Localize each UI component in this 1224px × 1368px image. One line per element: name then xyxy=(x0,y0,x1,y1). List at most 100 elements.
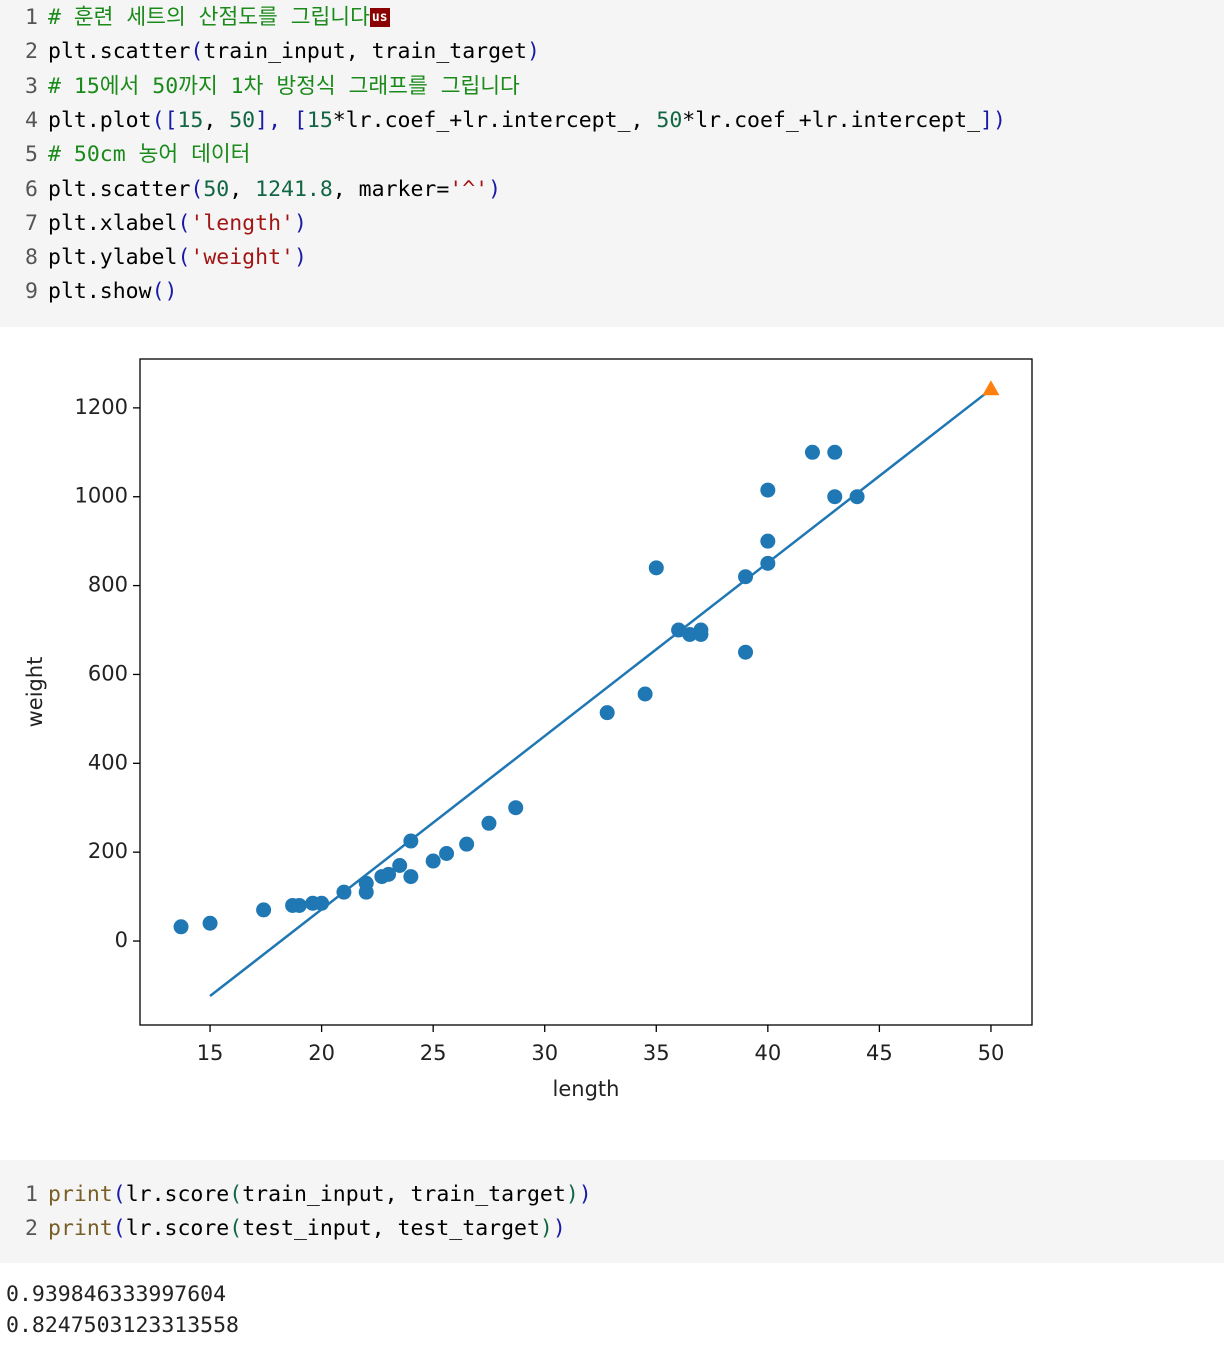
code-token: # 15에서 50까지 1차 방정식 그래프를 그립니다 xyxy=(48,73,520,99)
scatter-point xyxy=(425,853,441,869)
y-tick-label: 400 xyxy=(88,750,128,774)
code-token: ( xyxy=(190,39,204,65)
code-line: 9 plt.show() xyxy=(0,275,1224,309)
scatter-point xyxy=(291,897,307,913)
code-token: 'weight' xyxy=(190,245,294,271)
scatter-point xyxy=(439,846,455,862)
code-token: plt.plot xyxy=(48,107,152,133)
y-tick-label: 0 xyxy=(115,928,128,952)
code-token: plt.ylabel xyxy=(48,245,178,271)
code-token: , xyxy=(203,107,230,133)
triangle-point xyxy=(982,380,1000,396)
line-number: 9 xyxy=(25,279,38,305)
code-token: ) xyxy=(552,1216,566,1242)
code-token: ]) xyxy=(980,107,1006,133)
code-line: 1 print(lr.score(train_input, train_targe… xyxy=(0,1178,1224,1212)
scatter-point xyxy=(760,482,776,498)
code-line: 7 plt.xlabel('length') xyxy=(0,207,1224,241)
code-line: 2 plt.scatter(train_input, train_target) xyxy=(0,35,1224,69)
scatter-point xyxy=(256,902,272,918)
line-number: 4 xyxy=(25,107,38,133)
code-line: 4 plt.plot([15, 50], [15*lr.coef_+lr.inte… xyxy=(0,104,1224,138)
code-token: plt.xlabel xyxy=(48,210,178,236)
code-token: lr.score xyxy=(125,1216,230,1242)
code-token: ( xyxy=(177,210,191,236)
line-number: 5 xyxy=(25,142,38,168)
code-token: ( xyxy=(177,245,191,271)
code-token: ( xyxy=(229,1216,243,1242)
scatter-point xyxy=(738,644,754,660)
code-line: 6 plt.scatter(50, 1241.8, marker='^') xyxy=(0,173,1224,207)
code-token: ], [ xyxy=(255,107,307,133)
code-token: plt.scatter xyxy=(48,176,191,202)
x-tick-label: 15 xyxy=(197,1041,224,1065)
code-cell: 1 print(lr.score(train_input, train_targe… xyxy=(0,1160,1224,1263)
y-tick-label: 1000 xyxy=(75,484,128,508)
scatter-point xyxy=(827,444,843,460)
code-text: # 15에서 50까지 1차 방정식 그래프를 그립니다 xyxy=(48,70,520,104)
scatter-point xyxy=(381,866,397,882)
code-token: ( xyxy=(112,1216,126,1242)
line-number: 2 xyxy=(25,39,38,65)
code-token: test_input, test_target xyxy=(242,1216,540,1242)
code-token: print xyxy=(48,1216,113,1242)
code-token: ([ xyxy=(151,107,178,133)
code-token: train_input, train_target xyxy=(203,39,527,65)
code-token: , xyxy=(229,176,256,202)
output-text: 0.939846333997604 xyxy=(6,1282,227,1307)
scatter-point xyxy=(403,869,419,885)
x-tick-label: 50 xyxy=(978,1041,1005,1065)
code-text: print(lr.score(train_input, train_target… xyxy=(48,1178,592,1212)
code-text: plt.show() xyxy=(48,275,177,309)
code-token: # 50cm 농어 데이터 xyxy=(48,142,251,168)
code-token: ( xyxy=(229,1182,243,1207)
y-tick-label: 600 xyxy=(88,661,128,685)
code-token: () xyxy=(151,279,178,305)
scatter-point xyxy=(202,915,218,931)
code-text: # 50cm 농어 데이터 xyxy=(48,138,250,172)
line-number: 1 xyxy=(25,5,38,30)
code-text: plt.scatter(train_input, train_target) xyxy=(48,35,540,69)
x-tick-label: 45 xyxy=(866,1041,893,1065)
code-text: plt.ylabel('weight') xyxy=(48,241,307,275)
regression-line xyxy=(209,388,992,998)
y-tick-label: 200 xyxy=(88,839,128,863)
scatter-point xyxy=(648,560,664,576)
code-token: # 훈련 세트의 산점도를 그립니다 xyxy=(48,5,370,30)
code-token: '^' xyxy=(449,176,489,202)
x-axis-label: length xyxy=(553,1077,620,1101)
code-token: ) xyxy=(488,176,502,202)
code-token: 50 xyxy=(203,176,230,202)
scatter-point xyxy=(827,489,843,505)
code-token: ) xyxy=(293,210,307,236)
scatter-point xyxy=(804,444,820,460)
code-text: print(lr.score(test_input, test_target)) xyxy=(48,1212,566,1246)
code-text: plt.xlabel('length') xyxy=(48,207,307,241)
chart: 15 20 25 30 35 40 45 50 0 200 400 600 800 1000 1200 len… xyxy=(23,358,1033,1101)
code-text: plt.plot([15, 50], [15*lr.coef_+lr.inter… xyxy=(48,104,1006,138)
code-token: print xyxy=(48,1182,113,1207)
code-token: ) xyxy=(578,1182,592,1207)
code-token: 15 xyxy=(306,107,333,133)
line-number: 2 xyxy=(25,1216,38,1242)
code-token: , marker= xyxy=(332,176,450,202)
code-token: ( xyxy=(112,1182,126,1207)
scatter-point xyxy=(693,626,709,642)
code-token: ) xyxy=(526,39,540,65)
scatter-point xyxy=(738,569,754,585)
scatter-point xyxy=(358,884,374,900)
plot-frame xyxy=(139,358,1033,1026)
line-number: 1 xyxy=(25,1182,38,1207)
x-tick-label: 35 xyxy=(643,1041,670,1065)
y-tick-label: 800 xyxy=(88,573,128,597)
line-number: 8 xyxy=(25,245,38,271)
code-token: *lr.coef_+lr.intercept_, xyxy=(332,107,657,133)
scatter-point xyxy=(849,489,865,505)
code-token: ) xyxy=(293,245,307,271)
line-number: 6 xyxy=(25,176,38,202)
y-axis-label: weight xyxy=(23,657,47,728)
code-token: plt.scatter xyxy=(48,39,191,65)
code-token: plt.show xyxy=(48,279,152,305)
scatter-point xyxy=(392,857,408,873)
code-token: train_input, train_target xyxy=(242,1182,566,1207)
